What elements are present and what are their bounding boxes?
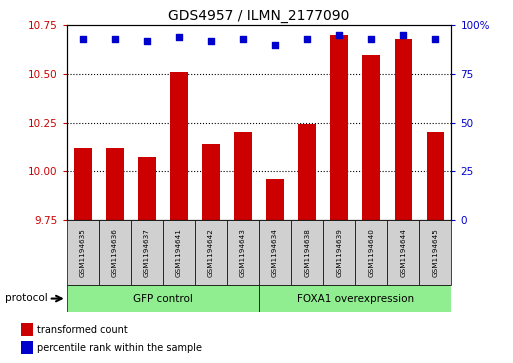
Text: GSM1194634: GSM1194634 [272,228,278,277]
Text: GSM1194637: GSM1194637 [144,228,150,277]
Text: GFP control: GFP control [133,294,193,303]
FancyBboxPatch shape [131,220,163,285]
Text: GSM1194641: GSM1194641 [176,228,182,277]
FancyBboxPatch shape [259,285,451,312]
Point [335,32,343,38]
Point [207,38,215,44]
Point [143,38,151,44]
Point [303,36,311,42]
FancyBboxPatch shape [291,220,323,285]
Bar [363,54,380,220]
Text: GSM1194638: GSM1194638 [304,228,310,277]
Text: GSM1194643: GSM1194643 [240,228,246,277]
FancyBboxPatch shape [163,220,195,285]
Point [175,34,183,40]
Title: GDS4957 / ILMN_2177090: GDS4957 / ILMN_2177090 [168,9,350,23]
Text: GSM1194644: GSM1194644 [400,228,406,277]
Bar [394,39,412,220]
Text: GSM1194645: GSM1194645 [432,228,439,277]
Point [431,36,440,42]
Bar [234,132,252,220]
Point [111,36,119,42]
Text: GSM1194636: GSM1194636 [112,228,118,277]
FancyBboxPatch shape [387,220,420,285]
FancyBboxPatch shape [67,220,98,285]
FancyBboxPatch shape [420,220,451,285]
Bar [21,323,33,336]
FancyBboxPatch shape [355,220,387,285]
Bar [106,148,124,220]
FancyBboxPatch shape [67,285,259,312]
Text: GSM1194639: GSM1194639 [336,228,342,277]
Bar [21,341,33,354]
FancyBboxPatch shape [259,220,291,285]
Point [399,32,407,38]
Point [367,36,376,42]
Point [78,36,87,42]
Bar [427,132,444,220]
Point [239,36,247,42]
Bar [202,144,220,220]
Bar [138,158,155,220]
FancyBboxPatch shape [227,220,259,285]
Point [271,42,279,48]
Text: transformed count: transformed count [37,325,128,335]
Text: percentile rank within the sample: percentile rank within the sample [37,343,203,353]
Bar [266,179,284,220]
Bar [299,125,316,220]
FancyBboxPatch shape [98,220,131,285]
Text: GSM1194642: GSM1194642 [208,228,214,277]
Text: FOXA1 overexpression: FOXA1 overexpression [297,294,414,303]
Text: GSM1194635: GSM1194635 [80,228,86,277]
FancyBboxPatch shape [195,220,227,285]
FancyBboxPatch shape [323,220,355,285]
Text: protocol: protocol [5,293,48,303]
Bar [170,72,188,220]
Bar [74,148,91,220]
Bar [330,35,348,220]
Text: GSM1194640: GSM1194640 [368,228,374,277]
